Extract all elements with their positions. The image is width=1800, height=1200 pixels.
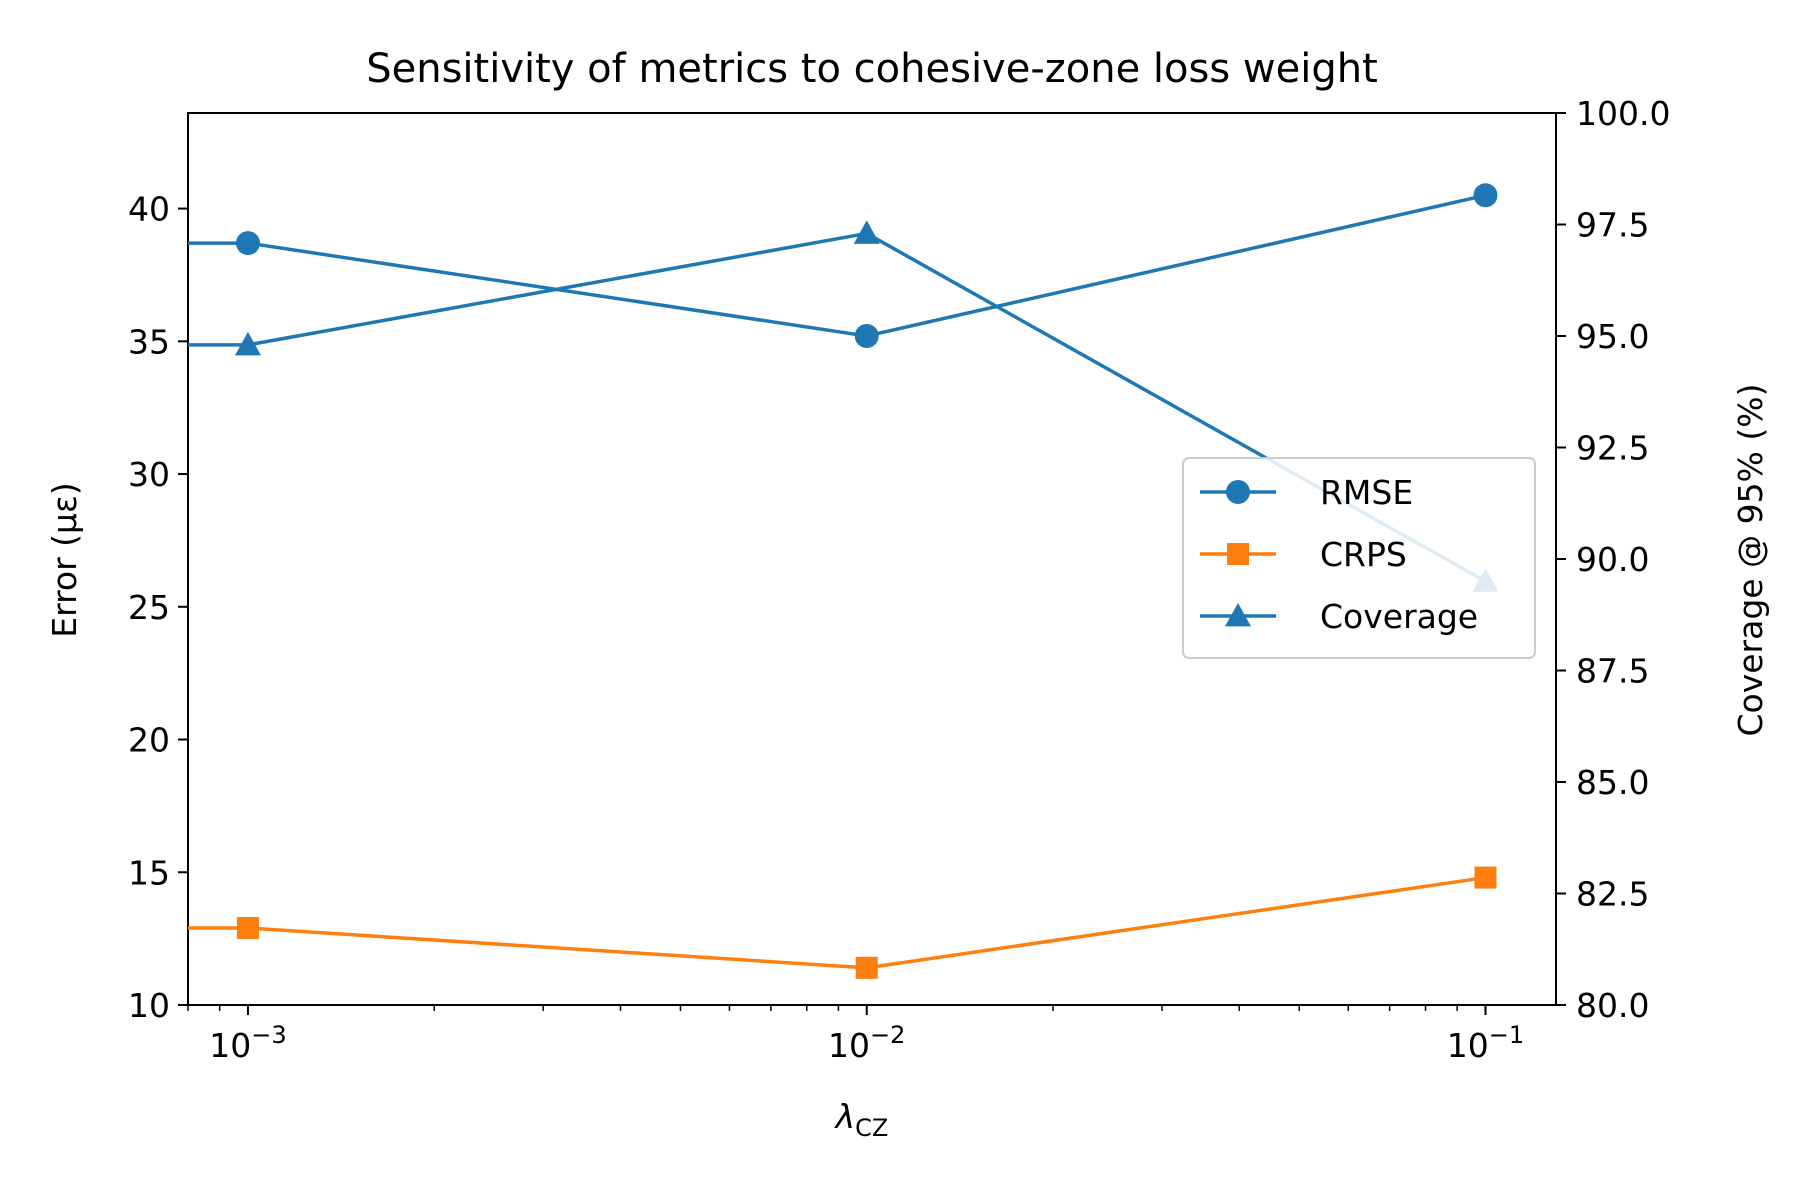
x-tick-label: 10−1: [1447, 1021, 1524, 1065]
legend: RMSE CRPS Coverage: [1182, 457, 1536, 659]
legend-label: Coverage: [1320, 597, 1478, 636]
data-point-rmse: [854, 324, 879, 348]
y-left-tick-label: 30: [128, 455, 170, 494]
x-tick-exponent: −2: [870, 1021, 905, 1049]
y-left-tick-label: 15: [128, 853, 170, 892]
data-point-rmse: [1473, 183, 1498, 208]
y-axis-right-label: Coverage @ 95% (%): [1731, 383, 1770, 736]
legend-label: RMSE: [1320, 473, 1413, 512]
y-left-tick-label: 35: [128, 322, 170, 361]
data-point-crps: [1474, 866, 1497, 889]
x-tick-exponent: −1: [1489, 1021, 1524, 1049]
x-axis-label: λCZ: [834, 1097, 889, 1142]
data-point-crps: [855, 956, 878, 979]
x-tick-base: 10: [209, 1026, 251, 1065]
series-line-rmse: [188, 193, 1486, 338]
x-tick-base: 10: [1447, 1026, 1489, 1065]
y-left-tick-label: 25: [128, 588, 170, 627]
legend-item-crps: CRPS: [1200, 535, 1407, 574]
legend-label: CRPS: [1320, 535, 1407, 574]
x-axis-label-subscript: CZ: [855, 1114, 888, 1142]
y-right-tick-label: 87.5: [1576, 652, 1649, 691]
axes-layer: 10 15 20 25 30 35 40 80.0 82.5 85.0 87.5 90.0 92.5 95…: [128, 94, 1670, 1065]
legend-marker: [1227, 543, 1249, 565]
data-point-coverage: [853, 220, 880, 244]
y-right-tick-label: 97.5: [1576, 206, 1649, 245]
y-right-tick-label: 95.0: [1576, 317, 1649, 356]
legend-frame: [1182, 457, 1536, 659]
y-left-tick-label: 40: [128, 190, 170, 229]
series-line-crps: [188, 875, 1486, 970]
y-right-tick-label: 80.0: [1576, 986, 1649, 1025]
y-right-tick-label: 90.0: [1576, 540, 1649, 579]
legend-marker: [1225, 603, 1251, 627]
y-axis-left-label: Error (με): [45, 482, 84, 638]
data-point-crps: [236, 917, 259, 940]
legend-item-rmse: RMSE: [1200, 473, 1413, 512]
legend-marker: [1226, 480, 1250, 504]
series-rmse: [188, 183, 1498, 348]
y-right-tick-label: 100.0: [1576, 94, 1670, 133]
y-right-tick-label: 82.5: [1576, 875, 1649, 914]
data-point-coverage: [234, 331, 261, 356]
legend-items: RMSE CRPS Coverage: [1200, 473, 1478, 636]
x-tick-exponent: −3: [251, 1021, 286, 1049]
x-tick-base: 10: [828, 1026, 870, 1065]
x-tick-label: 10−3: [209, 1021, 286, 1065]
y-right-tick-label: 92.5: [1576, 429, 1649, 468]
y-right-tick-label: 85.0: [1576, 763, 1649, 802]
x-axis-label-symbol: λ: [834, 1097, 856, 1136]
series-line-coverage: [188, 231, 1487, 583]
y-left-tick-label: 10: [128, 986, 170, 1025]
series-crps: [188, 866, 1497, 979]
chart-title: Sensitivity of metrics to cohesive-zone …: [366, 46, 1378, 92]
legend-item-coverage: Coverage: [1200, 597, 1478, 636]
x-tick-label: 10−2: [828, 1021, 905, 1065]
data-point-rmse: [235, 231, 260, 256]
y-left-tick-label: 20: [128, 721, 170, 760]
